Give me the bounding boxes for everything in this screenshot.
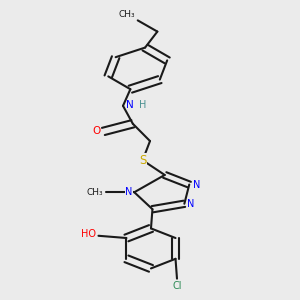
Text: N: N — [125, 187, 133, 197]
Text: S: S — [139, 154, 146, 167]
Text: Cl: Cl — [172, 281, 182, 291]
Text: HO: HO — [81, 229, 96, 239]
Text: N: N — [126, 100, 134, 110]
Text: CH₃: CH₃ — [87, 188, 103, 197]
Text: N: N — [193, 180, 201, 190]
Text: H: H — [139, 100, 147, 110]
Text: N: N — [187, 199, 195, 209]
Text: O: O — [93, 126, 101, 136]
Text: CH₃: CH₃ — [119, 10, 135, 19]
